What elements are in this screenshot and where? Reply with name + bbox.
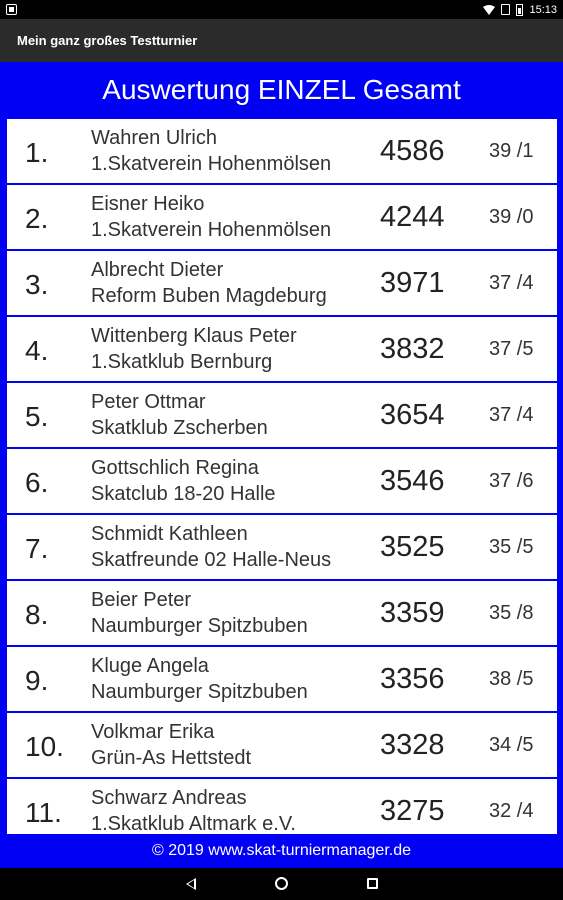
footer-copyright: © 2019 www.skat-turniermanager.de — [151, 842, 412, 859]
rank-number: 2. — [25, 203, 49, 234]
player-name: Beier Peter — [91, 589, 192, 611]
club-name: Reform Buben Magdeburg — [91, 285, 327, 307]
list-item[interactable]: 9. Kluge Angela Naumburger Spitzbuben 3356 3… — [7, 647, 557, 711]
player-name: Volkmar Erika — [91, 721, 215, 743]
points-total: 4586 — [380, 135, 445, 167]
list-item[interactable]: 10. Volkmar Erika Grün-As Hettstedt 3328 34 … — [7, 713, 557, 777]
results-screen: Auswertung EINZEL Gesamt 1. Wahren Ulrich… — [0, 62, 563, 868]
back-icon[interactable] — [186, 878, 196, 890]
games-stat: 35 /5 — [489, 536, 534, 558]
home-icon[interactable] — [275, 877, 288, 890]
rank-number: 5. — [25, 401, 49, 432]
games-stat: 37 /4 — [489, 404, 534, 426]
player-name: Wittenberg Klaus Peter — [91, 325, 297, 347]
player-name: Gottschlich Regina — [91, 457, 259, 479]
list-item[interactable]: 4. Wittenberg Klaus Peter 1.Skatklub Bernb… — [7, 317, 557, 381]
rank-number: 10. — [25, 731, 64, 762]
player-name: Kluge Angela — [91, 655, 209, 677]
notification-icon — [6, 4, 17, 15]
status-icons: 15:13 — [483, 2, 557, 17]
points-total: 3359 — [380, 597, 445, 629]
player-name: Wahren Ulrich — [91, 127, 217, 149]
list-item[interactable]: 7. Schmidt Kathleen Skatfreunde 02 Halle-N… — [7, 515, 557, 579]
list-item[interactable]: 6. Gottschlich Regina Skatclub 18-20 Halle… — [7, 449, 557, 513]
battery-icon — [516, 3, 524, 16]
player-name: Peter Ottmar — [91, 391, 206, 413]
games-stat: 37 /5 — [489, 338, 534, 360]
club-name: 1.Skatverein Hohenmölsen — [91, 219, 332, 241]
rank-number: 1. — [25, 137, 49, 168]
club-name: Naumburger Spitzbuben — [91, 681, 308, 703]
list-item[interactable]: 3. Albrecht Dieter Reform Buben Magdeburg 3… — [7, 251, 557, 315]
list-item[interactable]: 5. Peter Ottmar Skatklub Zscherben 3654 37 /… — [7, 383, 557, 447]
points-total: 3971 — [380, 267, 445, 299]
list-item[interactable]: 11. Schwarz Andreas 1.Skatklub Altmark e.V… — [7, 779, 557, 834]
player-name: Schmidt Kathleen — [91, 523, 248, 545]
games-stat: 37 /4 — [489, 272, 534, 294]
games-stat: 35 /8 — [489, 602, 534, 624]
games-stat: 32 /4 — [489, 800, 534, 822]
app-bar: Mein ganz großes Testturnier — [0, 19, 563, 62]
points-total: 3328 — [380, 729, 445, 761]
points-total: 3832 — [380, 333, 445, 365]
points-total: 3275 — [380, 795, 445, 827]
app-title: Mein ganz großes Testturnier — [17, 33, 198, 48]
games-stat: 39 /0 — [489, 206, 534, 228]
points-total: 3356 — [380, 663, 445, 695]
ranking-list[interactable]: 1. Wahren Ulrich 1.Skatverein Hohenmölsen 4… — [7, 117, 557, 834]
status-bar: 15:13 — [0, 0, 563, 19]
rank-number: 8. — [25, 599, 49, 630]
points-total: 3546 — [380, 465, 445, 497]
sd-card-icon — [501, 4, 511, 15]
games-stat: 34 /5 — [489, 734, 534, 756]
player-name: Eisner Heiko — [91, 193, 205, 215]
club-name: Skatfreunde 02 Halle-Neus — [91, 549, 332, 571]
list-item[interactable]: 2. Eisner Heiko 1.Skatverein Hohenmölsen 42… — [7, 185, 557, 249]
club-name: 1.Skatklub Altmark e.V. — [91, 813, 296, 834]
club-name: Naumburger Spitzbuben — [91, 615, 308, 637]
rank-number: 6. — [25, 467, 49, 498]
navigation-bar — [0, 868, 563, 900]
rank-number: 11. — [25, 797, 62, 828]
page-title: Auswertung EINZEL Gesamt — [102, 74, 461, 105]
list-item[interactable]: 1. Wahren Ulrich 1.Skatverein Hohenmölsen 4… — [7, 119, 557, 183]
rank-number: 7. — [25, 533, 49, 564]
wifi-icon — [483, 4, 496, 15]
clock: 15:13 — [529, 3, 557, 16]
rank-number: 3. — [25, 269, 49, 300]
points-total: 4244 — [380, 201, 445, 233]
player-name: Schwarz Andreas — [91, 787, 247, 809]
club-name: 1.Skatklub Bernburg — [91, 351, 273, 373]
recents-icon[interactable] — [367, 878, 378, 889]
list-item[interactable]: 8. Beier Peter Naumburger Spitzbuben 3359 35… — [7, 581, 557, 645]
player-name: Albrecht Dieter — [91, 259, 224, 281]
club-name: Grün-As Hettstedt — [91, 747, 252, 769]
games-stat: 39 /1 — [489, 140, 534, 162]
club-name: Skatklub Zscherben — [91, 417, 268, 439]
rank-number: 4. — [25, 335, 49, 366]
points-total: 3654 — [380, 399, 445, 431]
rank-number: 9. — [25, 665, 49, 696]
points-total: 3525 — [380, 531, 445, 563]
club-name: 1.Skatverein Hohenmölsen — [91, 153, 332, 175]
club-name: Skatclub 18-20 Halle — [91, 483, 276, 505]
games-stat: 38 /5 — [489, 668, 534, 690]
games-stat: 37 /6 — [489, 470, 534, 492]
